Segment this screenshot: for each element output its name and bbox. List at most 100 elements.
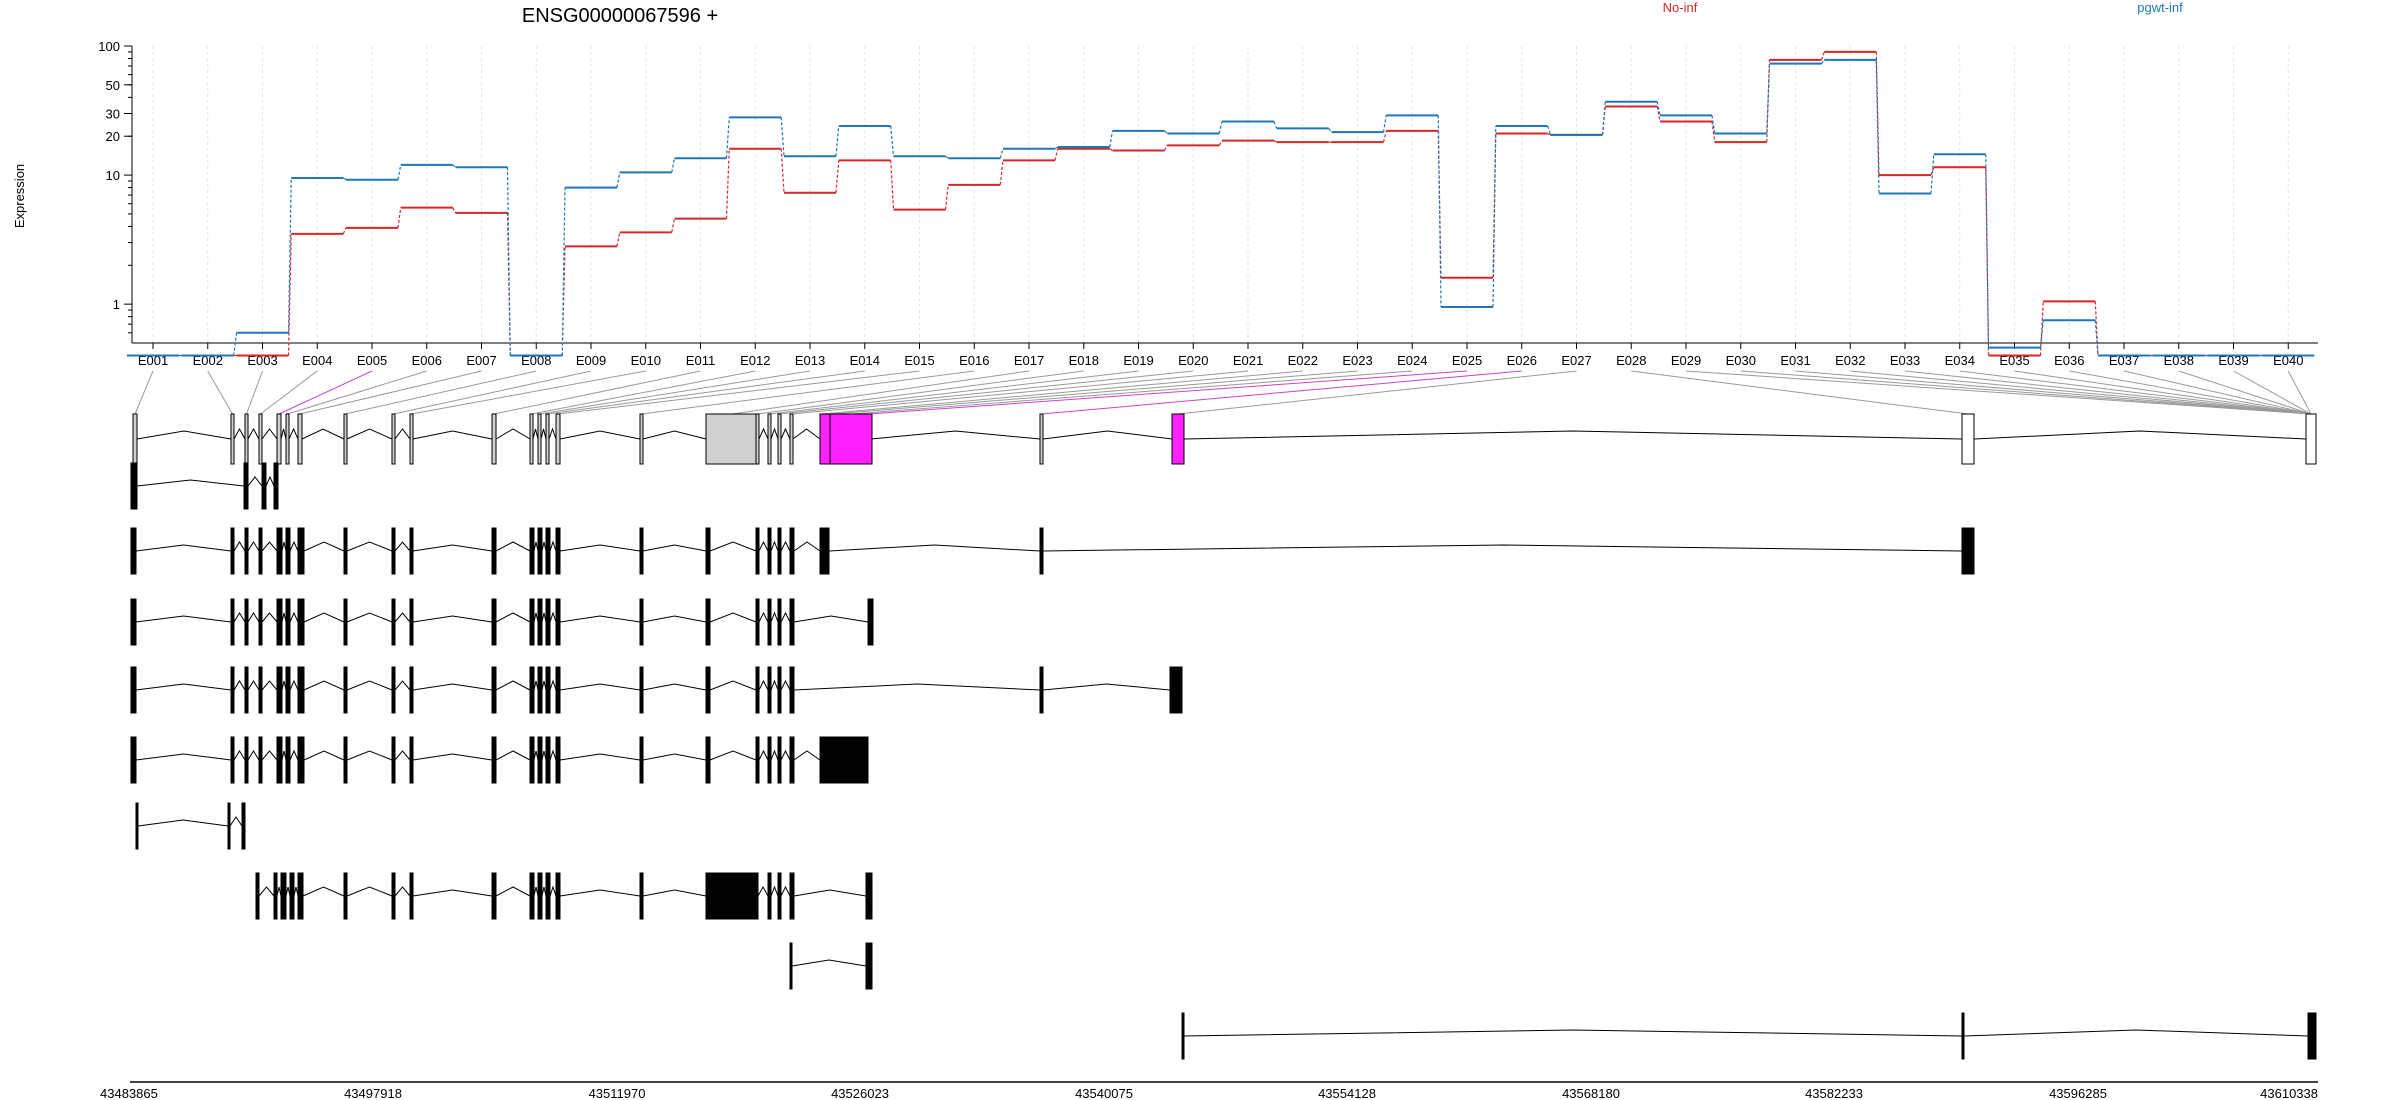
intron-line: [136, 479, 245, 487]
reference-exon: [244, 413, 249, 465]
exon-connector: [547, 370, 865, 415]
transcript-exon: [491, 527, 497, 575]
legend: No-inf pgwt-inf: [1663, 0, 2183, 15]
transcript-exon: [789, 598, 795, 646]
intron-line: [289, 611, 299, 623]
transcript-exon: [491, 736, 497, 784]
intron-line: [261, 750, 278, 761]
intron-line: [303, 680, 345, 691]
exon-connector: [1631, 370, 1969, 415]
intron-line: [281, 680, 287, 691]
intron-line: [642, 889, 707, 897]
intron-line: [780, 885, 791, 897]
transcript-exon: [777, 527, 782, 575]
intron-line: [412, 430, 493, 440]
transcript-exon: [777, 598, 782, 646]
intron-line: [495, 541, 531, 552]
series-connector: [1547, 125, 1552, 136]
x-tick-label: E016: [959, 353, 989, 368]
transcript-exon: [1181, 1012, 1185, 1060]
intron-line: [533, 612, 539, 623]
intron-line: [758, 749, 769, 761]
series-connector: [561, 246, 566, 356]
series-connector: [1328, 128, 1332, 133]
series-connector: [233, 332, 238, 356]
x-tick-label: E034: [1945, 353, 1975, 368]
genome-tick-label: 43483865: [100, 1086, 158, 1100]
series-connector: [1054, 146, 1059, 150]
transcript-exon: [705, 598, 711, 646]
genome-tick-label: 43554128: [1318, 1086, 1376, 1100]
series-connector: [1820, 51, 1825, 61]
transcript-exon: [545, 872, 551, 920]
intron-line: [261, 428, 278, 440]
series-connector: [616, 232, 621, 247]
exon-connector: [1685, 370, 2312, 415]
transcript-exon: [639, 736, 644, 784]
transcript-exon: [258, 527, 263, 575]
transcript-exon: [276, 736, 283, 784]
transcript-exon: [343, 598, 348, 646]
exon-connector: [2123, 370, 2312, 415]
y-tick-label: 1: [113, 297, 120, 312]
x-tick-label: E024: [1397, 353, 1427, 368]
transcript-exon: [529, 527, 535, 575]
series-connector: [1875, 59, 1880, 194]
transcript-exon: [391, 598, 396, 646]
intron-line: [1042, 683, 1171, 691]
reference-exon: [705, 413, 759, 465]
exon-connector: [769, 370, 1139, 415]
reference-exon: [767, 413, 772, 465]
transcript-9: [1181, 1012, 2317, 1060]
transcript-exon: [2307, 1012, 2317, 1060]
transcript-exon: [276, 666, 283, 714]
intron-line: [793, 889, 867, 897]
intron-line: [757, 885, 769, 897]
exon-connector: [207, 370, 233, 415]
genome-tick-label: 43596285: [2049, 1086, 2107, 1100]
intron-line: [709, 612, 757, 623]
reference-exon: [391, 413, 396, 465]
exon-connector: [791, 370, 1249, 415]
x-tick-label: E039: [2218, 353, 2248, 368]
intron-line: [276, 886, 282, 897]
intron-line: [233, 680, 246, 691]
transcript-exon: [777, 666, 782, 714]
reference-exon: [276, 413, 282, 465]
genome-tick-label: 43568180: [1562, 1086, 1620, 1100]
intron-line: [549, 611, 557, 623]
series-layer: [127, 50, 2315, 357]
transcript-exon: [755, 527, 760, 575]
series-connector: [1985, 167, 1990, 356]
intron-line: [559, 889, 641, 897]
intron-line: [135, 615, 232, 623]
x-tick-label: E005: [357, 353, 387, 368]
intron-line: [559, 683, 641, 691]
reference-exon: [1961, 413, 1975, 465]
intron-line: [540, 428, 547, 440]
reference-exon: [545, 413, 550, 465]
genome-tick-label: 43540075: [1075, 1086, 1133, 1100]
transcript-7: [255, 872, 873, 920]
exon-connector: [2233, 370, 2312, 415]
intron-line: [412, 615, 493, 623]
intron-line: [412, 753, 493, 761]
transcript-exon: [230, 598, 235, 646]
reference-exon: [755, 413, 760, 465]
exon-connector: [1740, 370, 2312, 415]
intron-line: [247, 476, 263, 487]
intron-line: [792, 428, 821, 440]
intron-line: [281, 612, 287, 623]
intron-line: [137, 819, 229, 827]
intron-line: [303, 750, 345, 761]
intron-line: [394, 428, 411, 440]
y-tick-label: 50: [106, 78, 120, 93]
series-connector: [944, 184, 949, 210]
intron-line: [758, 679, 769, 691]
x-axis: E001 E002 E003 E004 E005 E006 E007 E008 E009 E010…: [132, 342, 2318, 368]
intron-line: [135, 683, 232, 691]
transcript-exon: [1039, 527, 1044, 575]
transcript-exon: [639, 666, 644, 714]
series-connector: [1164, 130, 1168, 134]
transcript-exon: [639, 598, 644, 646]
